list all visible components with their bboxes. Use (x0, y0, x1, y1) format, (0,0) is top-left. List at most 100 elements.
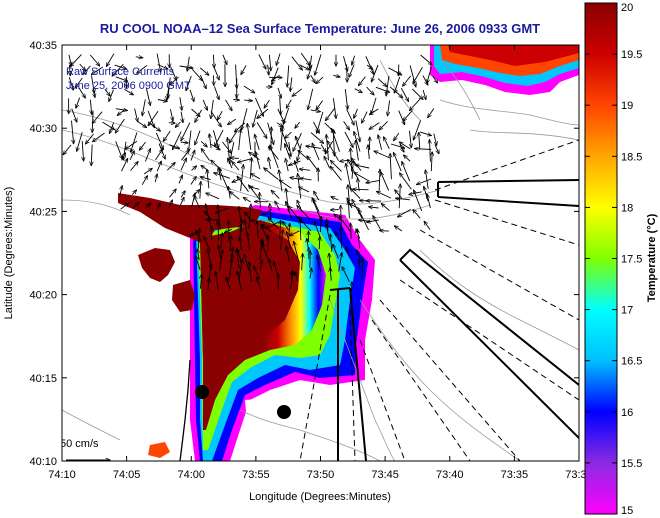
current-vector (307, 239, 309, 249)
current-vector (300, 178, 312, 180)
current-vector (169, 109, 173, 121)
current-vector (112, 63, 124, 76)
current-vector (91, 66, 104, 75)
current-vector (156, 53, 161, 72)
current-vector (398, 209, 412, 217)
current-vector (297, 206, 311, 220)
current-vector (191, 166, 197, 171)
colorbar-tick-label: 16 (621, 407, 633, 419)
current-vector (432, 75, 438, 83)
current-vector (373, 216, 382, 231)
current-vector (237, 176, 249, 192)
current-vector (200, 177, 211, 181)
colorbar-tick-label: 17 (621, 305, 633, 317)
current-vector (221, 233, 223, 249)
current-vector (268, 217, 279, 230)
current-vector (247, 232, 251, 251)
current-vector (187, 56, 189, 71)
current-vector (130, 162, 139, 171)
current-vector (240, 237, 242, 250)
current-vector (137, 65, 148, 74)
current-vector (155, 149, 163, 161)
current-vector (324, 156, 331, 169)
current-vector (381, 204, 390, 212)
current-vector (319, 237, 320, 250)
current-vector (341, 227, 342, 249)
current-vector (78, 87, 85, 98)
current-vector (344, 89, 347, 109)
current-vector (163, 130, 171, 141)
current-vector (325, 107, 336, 121)
current-vector (307, 65, 313, 79)
current-vector (302, 254, 303, 271)
y-tick-label: 40:20 (29, 290, 57, 302)
current-vector (359, 209, 370, 231)
current-vector (218, 205, 221, 230)
current-vector (90, 99, 91, 115)
current-vector (254, 97, 263, 117)
current-vector (134, 108, 138, 122)
current-vector (410, 98, 421, 111)
current-vector (316, 100, 324, 110)
current-vector (308, 88, 314, 110)
current-vector (109, 89, 114, 102)
current-vector (369, 122, 380, 130)
current-vector (200, 140, 207, 147)
current-vector (198, 228, 199, 249)
current-vector (283, 107, 290, 124)
current-vector (417, 178, 432, 185)
current-vector (137, 120, 146, 127)
current-vector (393, 153, 402, 172)
current-vector (70, 54, 82, 67)
current-vector (260, 193, 261, 209)
current-vector (69, 64, 70, 76)
current-vector (196, 256, 201, 270)
current-vector (347, 64, 348, 82)
current-vector (377, 191, 392, 199)
current-vector (366, 86, 374, 95)
current-vector (377, 78, 387, 87)
current-vector (343, 121, 350, 130)
current-vector (333, 132, 334, 156)
current-vector (175, 121, 181, 127)
current-vector (240, 165, 244, 192)
current-vector (248, 204, 251, 229)
current-vector (262, 243, 270, 262)
current-vector (145, 203, 151, 209)
current-vector (394, 76, 401, 93)
x-tick-label: 74:10 (48, 469, 76, 481)
current-vector (249, 185, 261, 200)
current-vector (115, 141, 123, 159)
current-vector (178, 175, 183, 184)
current-vector (125, 140, 138, 149)
current-vector (156, 203, 160, 210)
current-vector (239, 206, 241, 220)
colorbar-label: Temperature (°C) (646, 213, 658, 302)
colorbar-tick-label: 19.5 (621, 49, 642, 61)
current-vector (170, 66, 177, 81)
current-vector (380, 231, 389, 232)
current-vector (294, 241, 300, 262)
current-vector (256, 122, 267, 138)
current-vector (422, 75, 428, 85)
current-vector (402, 162, 411, 182)
current-vector (359, 259, 361, 271)
current-vector (381, 172, 390, 191)
current-vector (204, 237, 211, 251)
current-vector (352, 199, 363, 219)
current-vector (310, 132, 324, 144)
current-vector (320, 216, 321, 233)
current-vector (145, 88, 150, 106)
current-vector (285, 131, 292, 138)
current-vector (310, 75, 315, 83)
current-vector (168, 86, 169, 98)
current-vector (411, 88, 423, 99)
current-vector (179, 66, 193, 68)
current-vector (104, 88, 110, 96)
current-vector (415, 149, 432, 150)
current-vector (166, 163, 175, 171)
current-vector (427, 194, 431, 209)
current-vector (399, 142, 411, 150)
current-vector (403, 75, 412, 86)
current-vector (316, 76, 324, 84)
